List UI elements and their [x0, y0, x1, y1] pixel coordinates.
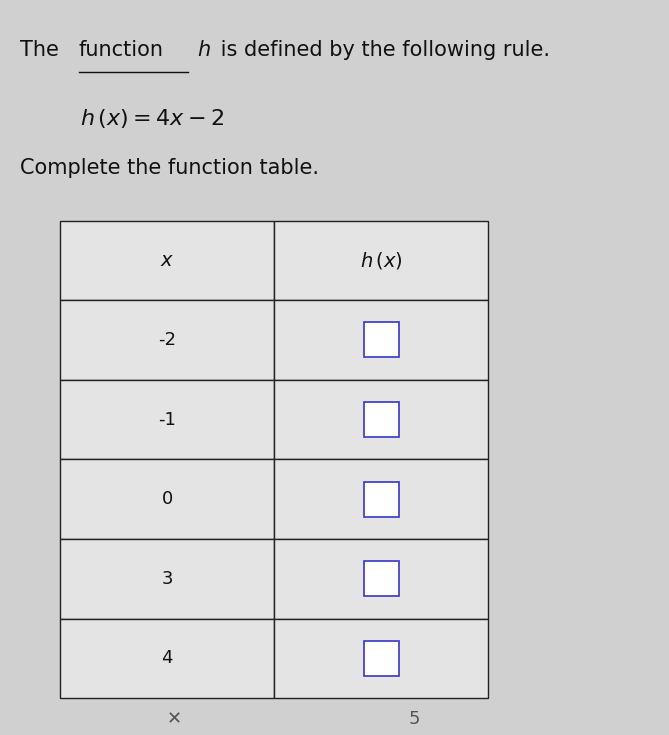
Text: 3: 3 — [161, 570, 173, 588]
Text: -1: -1 — [159, 411, 176, 429]
Bar — [274, 380, 488, 459]
Bar — [60, 380, 274, 459]
Bar — [60, 220, 274, 300]
Bar — [274, 459, 488, 539]
Bar — [364, 562, 399, 596]
Text: The: The — [20, 40, 66, 60]
Text: h: h — [197, 40, 210, 60]
Text: $x$: $x$ — [160, 251, 175, 270]
Bar — [274, 220, 488, 300]
Text: 5: 5 — [409, 710, 421, 728]
Text: -2: -2 — [159, 331, 176, 349]
Bar — [60, 619, 274, 698]
Bar — [364, 402, 399, 437]
Text: $h\,(x)=4x-2$: $h\,(x)=4x-2$ — [80, 107, 224, 129]
Bar — [60, 539, 274, 619]
Text: is defined by the following rule.: is defined by the following rule. — [214, 40, 550, 60]
Text: function: function — [79, 40, 164, 60]
Bar — [274, 300, 488, 380]
Bar — [60, 300, 274, 380]
Text: 4: 4 — [161, 650, 173, 667]
Text: $h\,(x)$: $h\,(x)$ — [360, 250, 403, 270]
Bar — [364, 323, 399, 357]
Bar — [274, 619, 488, 698]
Bar — [364, 641, 399, 676]
Text: ✕: ✕ — [167, 710, 181, 728]
Text: Complete the function table.: Complete the function table. — [20, 158, 319, 178]
Text: 0: 0 — [162, 490, 173, 508]
Bar — [60, 459, 274, 539]
Bar — [274, 539, 488, 619]
Bar — [364, 481, 399, 517]
